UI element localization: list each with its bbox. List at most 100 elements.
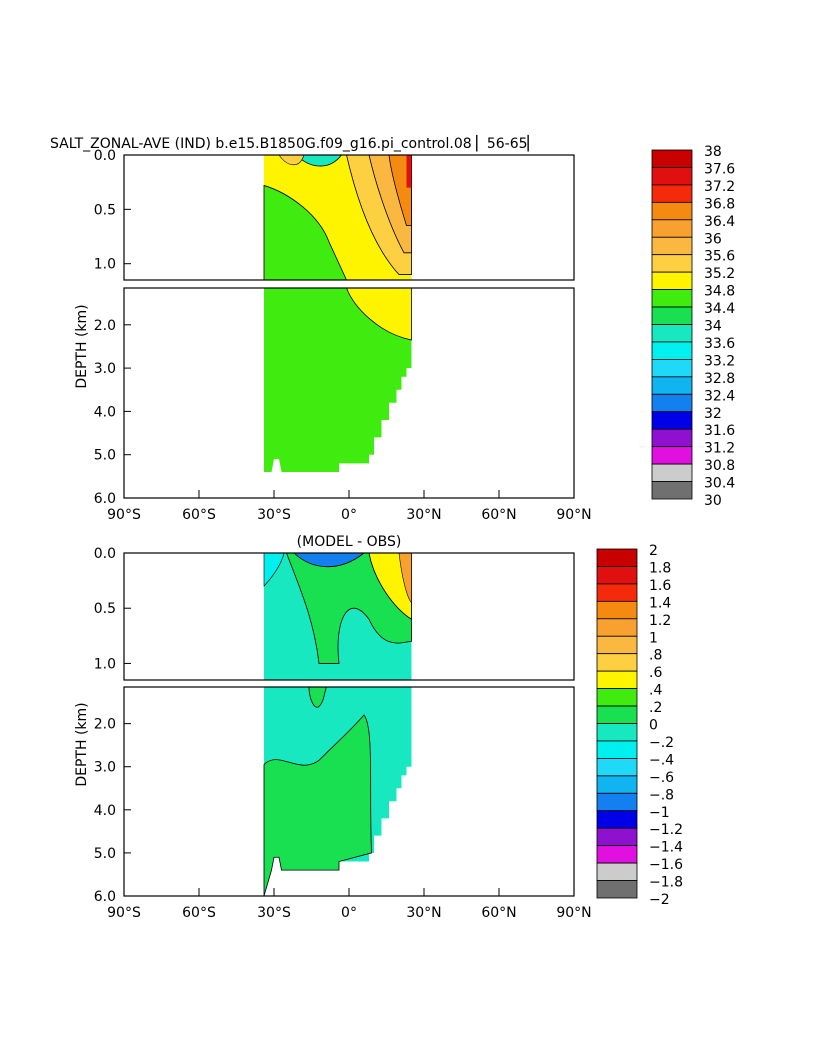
colorbar-label: 36.4 [704, 214, 735, 230]
x-tick-label: 60°S [182, 507, 216, 523]
colorbar-label: −.6 [649, 770, 674, 786]
colorbar-swatch [651, 376, 693, 395]
colorbar-swatch [596, 810, 638, 829]
colorbar-label: 30.4 [704, 476, 735, 492]
x-tick-label: 0° [341, 507, 357, 523]
colorbar-label: 30.8 [704, 458, 735, 474]
colorbar-label: 30 [704, 493, 722, 509]
y-tick-label: 6.0 [94, 491, 116, 507]
colorbar-label: 32 [704, 406, 722, 422]
y-tick-label: 3.0 [94, 361, 116, 377]
colorbar-label: .6 [649, 665, 662, 681]
field-contour [263, 184, 348, 281]
colorbar-label: 34.4 [704, 301, 735, 317]
colorbar-label: 37.6 [704, 161, 735, 177]
colorbar-label: 34 [704, 319, 722, 335]
colorbar-swatch [596, 880, 638, 899]
colorbar-label: −2 [649, 892, 670, 908]
y-tick-label: 1.0 [94, 257, 116, 273]
field-contour [368, 552, 412, 620]
field-contour [406, 155, 412, 188]
y-tick-label: 0.5 [94, 601, 116, 617]
y-tick-label: 5.0 [94, 846, 116, 862]
colorbar-swatch [651, 393, 693, 413]
colorbar-swatch [596, 740, 638, 759]
colorbar-label: −1.8 [649, 875, 683, 891]
y-tick-label: 2.0 [94, 318, 116, 334]
colorbar-swatch [651, 254, 693, 273]
colorbar-label: 31.6 [704, 423, 735, 439]
colorbar-label: 37.2 [704, 179, 735, 195]
panel-title: (MODEL - OBS) [297, 534, 402, 550]
colorbar-label: 32.4 [704, 388, 735, 404]
colorbar-label: 1.2 [649, 613, 671, 629]
colorbar-label: .2 [649, 700, 662, 716]
colorbar-label: 2 [649, 543, 658, 559]
colorbar-label: 1 [649, 630, 658, 646]
colorbar-swatch [596, 548, 638, 567]
colorbar-swatch [651, 167, 693, 186]
colorbar-label: −1 [649, 805, 670, 821]
x-tick-label: 0° [341, 905, 357, 921]
colorbar-swatch [651, 149, 693, 168]
colorbar-swatch [596, 862, 638, 881]
x-tick-label: 90°N [556, 507, 591, 523]
colorbar-swatch [596, 566, 638, 585]
colorbar-swatch [651, 271, 693, 290]
colorbar-swatch [651, 324, 693, 343]
colorbar-swatch [651, 219, 693, 238]
colorbar-swatch [651, 481, 693, 500]
colorbar-label: 35.6 [704, 249, 735, 265]
plot-frame-upper [123, 552, 575, 681]
panel-title: SALT_ZONAL-AVE (IND) b.e15.B1850G.f09_g1… [50, 134, 538, 152]
colorbar-label: −1.4 [649, 840, 683, 856]
colorbar-swatch [596, 600, 638, 620]
x-tick-label: 30°N [406, 507, 441, 523]
colorbar-swatch [651, 411, 693, 430]
y-tick-label: 2.0 [94, 717, 116, 733]
colorbar-label: −1.2 [649, 822, 683, 838]
colorbar-swatch [596, 775, 638, 794]
colorbar-swatch [651, 184, 693, 203]
y-tick-label: 6.0 [94, 889, 116, 905]
colorbar-swatch [651, 289, 693, 308]
colorbar-label: 34.8 [704, 284, 735, 300]
data-field [263, 552, 412, 897]
colorbar-swatch [651, 446, 693, 465]
y-tick-label: 0.0 [94, 546, 116, 562]
colorbar-swatch [651, 341, 693, 360]
colorbar-swatch [651, 306, 693, 325]
colorbar-label: 0 [649, 718, 658, 734]
colorbar-swatch [596, 723, 638, 742]
colorbar-swatch [596, 688, 638, 707]
colorbar-label: 38 [704, 144, 722, 160]
x-tick-label: 90°S [107, 905, 141, 921]
colorbar-swatch [596, 705, 638, 724]
field-contour [292, 552, 366, 568]
field-contour [388, 154, 412, 227]
y-axis-label: DEPTH (km) [74, 702, 90, 786]
field-contour [345, 287, 412, 341]
y-tick-label: 0.5 [94, 202, 116, 218]
colorbar-label: 1.4 [649, 595, 671, 611]
y-tick-label: 4.0 [94, 404, 116, 420]
colorbar-swatch [651, 358, 693, 378]
x-tick-label: 90°S [107, 507, 141, 523]
y-tick-label: 1.0 [94, 656, 116, 672]
colorbar-label: 1.8 [649, 560, 671, 576]
colorbar-label: 33.6 [704, 336, 735, 352]
colorbar-label: −.8 [649, 787, 674, 803]
colorbar-swatch [651, 201, 693, 221]
x-tick-label: 60°N [481, 507, 516, 523]
colorbar-swatch [596, 758, 638, 777]
colorbar-label: .8 [649, 648, 662, 664]
field-contour [263, 714, 372, 897]
colorbar-swatch [651, 463, 693, 482]
field-contour [308, 686, 328, 708]
colorbar-label: −.2 [649, 735, 674, 751]
colorbar-swatch [596, 618, 638, 637]
colorbar-swatch [651, 236, 693, 256]
colorbar-label: 36 [704, 231, 722, 247]
y-tick-label: 3.0 [94, 760, 116, 776]
